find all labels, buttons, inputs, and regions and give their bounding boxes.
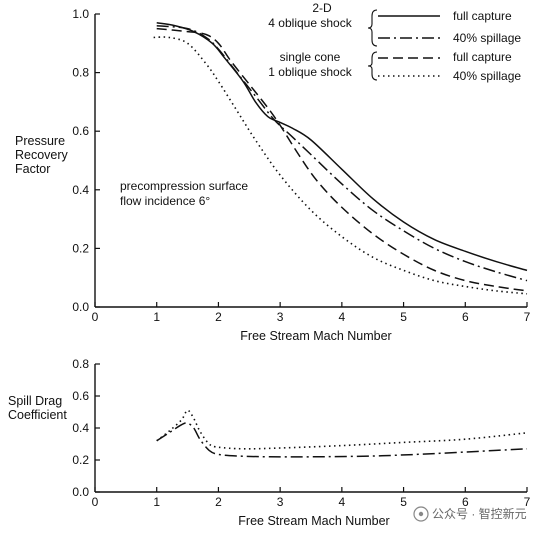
top-ytick-label: 1.0 [72,7,89,21]
bottom-xtick-label: 1 [153,495,160,509]
legend-group-1-title-line-1: 2-D [312,1,332,15]
pressure-recovery-chart: 0 1 2 3 4 5 6 7 0.0 0.2 0.4 0.6 0.8 1.0 Pressure Reco… [15,1,531,343]
top-ylabel-line-2: Recovery [15,148,69,162]
top-xtick-label: 3 [277,310,284,324]
bottom-xtick-label: 4 [339,495,346,509]
top-series [153,22,528,295]
bottom-xtick-label: 0 [92,495,99,509]
legend-label-cone-full-capture: full capture [453,50,512,64]
bottom-ticks: 0 1 2 3 4 5 6 7 0.0 0.2 0.4 0.6 0.8 [72,357,530,509]
legend-group-2-title-line-2: 1 oblique shock [268,65,352,79]
bottom-xtick-label: 3 [277,495,284,509]
top-ticks: 0 1 2 3 4 5 6 7 0.0 0.2 0.4 0.6 0.8 1.0 [72,7,530,324]
top-ytick-label: 0.8 [72,66,89,80]
top-series-dashdot-line [156,24,528,282]
top-ylabel-line-3: Factor [15,162,50,176]
bottom-ylabel-line-1: Spill Drag [8,394,62,408]
watermark: 公众号 · 智控新元 [413,506,527,522]
spill-drag-chart: 0 1 2 3 4 5 6 7 0.0 0.2 0.4 0.6 0.8 Spill Drag Coeff… [8,357,531,528]
legend: 2-D 4 oblique shock full capture 40% spi… [268,1,521,83]
top-series-solid-line [156,22,528,272]
top-xtick-label: 0 [92,310,99,324]
bottom-series-dotted-line [156,409,528,450]
bottom-xtick-label: 2 [215,495,222,509]
bottom-series [156,409,528,458]
bottom-xlabel: Free Stream Mach Number [238,514,389,528]
legend-label-2d-spillage: 40% spillage [453,31,521,45]
top-series-dashed-line [156,27,528,292]
top-ytick-label: 0.6 [72,124,89,138]
top-xtick-label: 2 [215,310,222,324]
top-xlabel: Free Stream Mach Number [240,329,391,343]
top-xtick-label: 5 [400,310,407,324]
annotation-line-2: flow incidence 6° [120,194,210,208]
bottom-ytick-label: 0.4 [72,421,89,435]
top-ytick-label: 0.2 [72,241,89,255]
watermark-logo-icon [413,506,429,522]
top-ytick-label: 0.0 [72,300,89,314]
bottom-ytick-label: 0.0 [72,485,89,499]
legend-label-cone-spillage: 40% spillage [453,69,521,83]
top-xtick-label: 6 [462,310,469,324]
legend-group-2-title-line-1: single cone [280,50,341,64]
top-series-dotted-line [153,36,528,295]
bottom-series-dashdot-line [156,422,528,458]
bottom-ytick-label: 0.2 [72,453,89,467]
watermark-logo-dot [418,511,424,517]
watermark-text: 公众号 · 智控新元 [432,506,527,521]
top-xtick-label: 1 [153,310,160,324]
top-xtick-label: 4 [339,310,346,324]
bottom-ytick-label: 0.6 [72,389,89,403]
legend-group-1-brace [367,9,378,47]
bottom-ylabel-line-2: Coefficient [8,408,67,422]
top-ytick-label: 0.4 [72,183,89,197]
bottom-xtick-label: 6 [462,495,469,509]
top-ylabel-line-1: Pressure [15,134,65,148]
top-xtick-label: 7 [524,310,531,324]
legend-group-2-brace [367,51,378,81]
annotation-line-1: precompression surface [120,179,248,193]
legend-group-1-title-line-2: 4 oblique shock [268,16,352,30]
legend-label-2d-full-capture: full capture [453,9,512,23]
bottom-ytick-label: 0.8 [72,357,89,371]
bottom-xtick-label: 5 [400,495,407,509]
bottom-xtick-label: 7 [524,495,531,509]
